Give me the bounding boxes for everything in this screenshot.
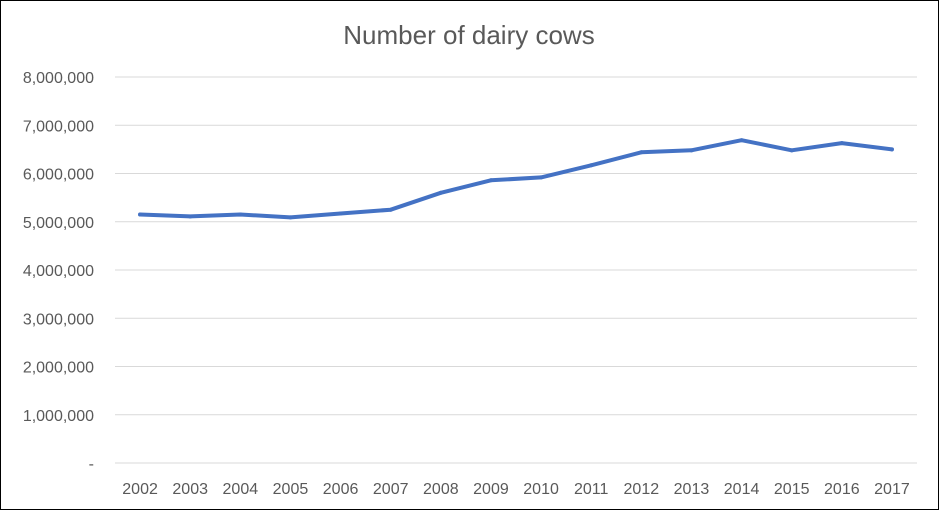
data-point [188,214,193,219]
data-point [138,212,143,217]
data-point [388,207,393,212]
y-tick-label: 4,000,000 [23,263,94,280]
data-point [789,148,794,153]
data-point [589,163,594,168]
data-point [288,215,293,220]
data-point [739,138,744,143]
y-tick-label: 5,000,000 [23,215,94,232]
x-axis-ticks: 2002 2003 2004 2005 2006 2007 2008 2009 2010 2011… [122,481,910,498]
data-point [839,141,844,146]
x-tick-label: 2006 [323,481,359,498]
x-tick-label: 2003 [172,481,208,498]
x-tick-label: 2013 [674,481,710,498]
data-point [238,212,243,217]
y-tick-label: - [89,456,94,473]
series-group [138,138,894,220]
y-tick-label: 1,000,000 [23,408,94,425]
chart-title: Number of dairy cows [343,20,594,50]
x-tick-label: 2017 [874,481,910,498]
data-point [488,178,493,183]
x-tick-label: 2014 [724,481,760,498]
x-tick-label: 2015 [774,481,810,498]
y-tick-label: 6,000,000 [23,167,94,184]
series-line [138,138,894,220]
data-point [438,190,443,195]
data-point [639,150,644,155]
x-tick-label: 2008 [423,481,459,498]
gridlines [115,76,917,464]
data-point [338,211,343,216]
y-axis-ticks: - 1,000,000 2,000,000 3,000,000 4,000,000 5,0… [23,70,94,473]
y-tick-label: 3,000,000 [23,311,94,328]
y-tick-label: 7,000,000 [23,118,94,135]
x-tick-label: 2009 [473,481,509,498]
y-tick-label: 8,000,000 [23,70,94,87]
data-point [889,147,894,152]
x-tick-label: 2007 [373,481,409,498]
x-tick-label: 2004 [223,481,259,498]
x-tick-label: 2002 [122,481,158,498]
x-tick-label: 2010 [523,481,559,498]
data-point [539,175,544,180]
x-tick-label: 2016 [824,481,860,498]
data-point [689,148,694,153]
x-tick-label: 2005 [273,481,309,498]
x-tick-label: 2012 [624,481,660,498]
x-tick-label: 2011 [574,481,609,498]
y-tick-label: 2,000,000 [23,360,94,377]
